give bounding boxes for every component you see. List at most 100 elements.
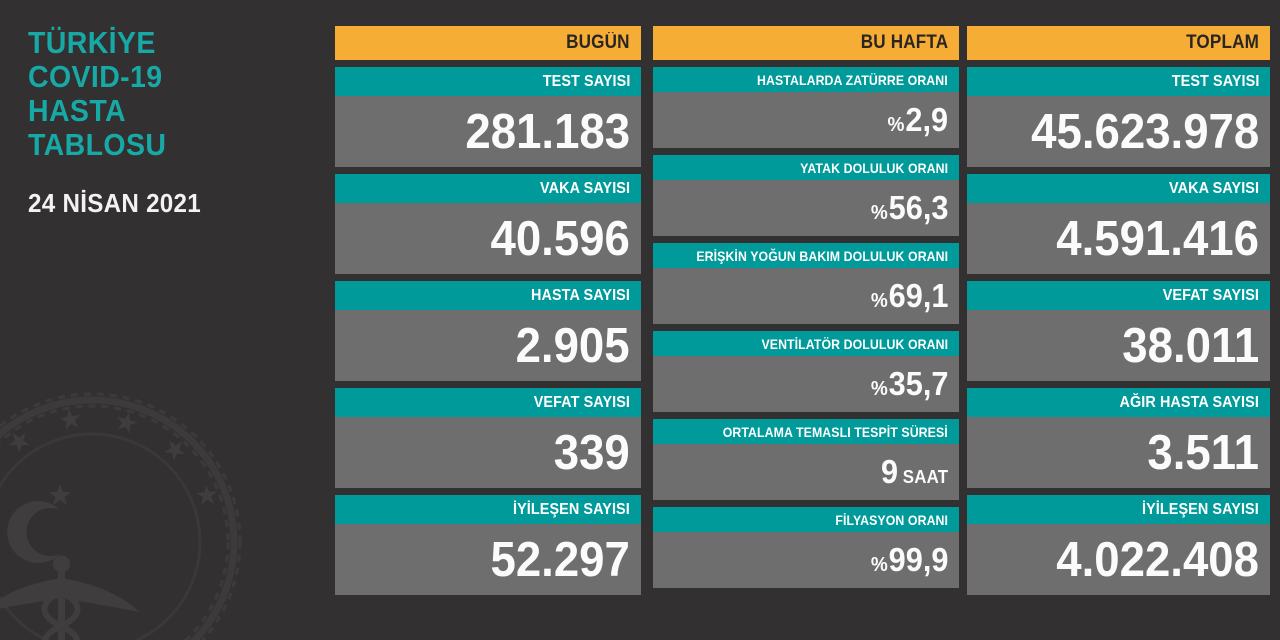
stat-value-area: %35,7 bbox=[653, 356, 959, 412]
stat-card: VENTİLATÖR DOLULUK ORANI %35,7 bbox=[653, 331, 959, 412]
percent-sign: % bbox=[887, 113, 905, 136]
stat-value-area: %56,3 bbox=[653, 180, 959, 236]
stat-value-number: 2,9 bbox=[905, 101, 948, 138]
stat-value-number: 52.297 bbox=[490, 532, 630, 587]
stat-label-band: VAKA SAYISI bbox=[967, 174, 1270, 203]
stat-value-area: 281.183 bbox=[335, 96, 641, 167]
stat-value-area: %2,9 bbox=[653, 92, 959, 148]
stat-value-number: 9 bbox=[880, 453, 898, 490]
stat-label: YATAK DOLULUK ORANI bbox=[800, 159, 948, 176]
stat-label: VEFAT SAYISI bbox=[533, 393, 630, 411]
stat-label: HASTA SAYISI bbox=[531, 286, 630, 304]
turkish-ministry-of-health-emblem bbox=[0, 392, 242, 640]
stat-value-area: %69,1 bbox=[653, 268, 959, 324]
stat-label-band: HASTA SAYISI bbox=[335, 281, 641, 310]
page-title-line: COVID-19 bbox=[28, 59, 163, 95]
column-header-today: BUGÜN bbox=[335, 26, 641, 60]
percent-sign: % bbox=[870, 289, 888, 312]
stat-value: %99,9 bbox=[870, 541, 948, 579]
stat-value: 2.905 bbox=[516, 318, 630, 374]
stat-label: FİLYASYON ORANI bbox=[835, 511, 948, 528]
stat-card: HASTALARDA ZATÜRRE ORANI %2,9 bbox=[653, 67, 959, 148]
percent-sign: % bbox=[870, 377, 888, 400]
stat-label-band: VAKA SAYISI bbox=[335, 174, 641, 203]
percent-sign: % bbox=[870, 553, 888, 576]
stat-value-number: 281.183 bbox=[465, 104, 630, 159]
title-panel: TÜRKİYE COVID-19 HASTA TABLOSU 24 NİSAN … bbox=[28, 25, 318, 219]
stat-label-band: İYİLEŞEN SAYISI bbox=[335, 495, 641, 524]
column-total: TOPLAM TEST SAYISI 45.623.978 VAKA SAYISI 4.… bbox=[967, 26, 1270, 602]
column-header-label: BUGÜN bbox=[566, 32, 630, 53]
stat-card: FİLYASYON ORANI %99,9 bbox=[653, 507, 959, 588]
page-title-line: TÜRKİYE bbox=[28, 25, 156, 60]
stat-value-area: 40.596 bbox=[335, 203, 641, 274]
stat-value-area: 4.591.416 bbox=[967, 203, 1270, 274]
stat-value: 40.596 bbox=[491, 211, 630, 267]
stat-value: %69,1 bbox=[870, 277, 948, 315]
stat-label: VAKA SAYISI bbox=[1168, 179, 1259, 197]
stat-label-band: ERİŞKİN YOĞUN BAKIM DOLULUK ORANI bbox=[653, 243, 959, 268]
stat-card: TEST SAYISI 45.623.978 bbox=[967, 67, 1270, 167]
stat-value-number: 38.011 bbox=[1122, 318, 1259, 373]
page-title-line: HASTA bbox=[28, 93, 126, 129]
stat-card: ERİŞKİN YOĞUN BAKIM DOLULUK ORANI %69,1 bbox=[653, 243, 959, 324]
stat-label: AĞIR HASTA SAYISI bbox=[1119, 393, 1259, 411]
stat-value-area: 52.297 bbox=[335, 524, 641, 595]
stat-label-band: TEST SAYISI bbox=[967, 67, 1270, 96]
stat-label-band: VENTİLATÖR DOLULUK ORANI bbox=[653, 331, 959, 356]
stat-label-band: VEFAT SAYISI bbox=[335, 388, 641, 417]
stat-value: 3.511 bbox=[1147, 425, 1259, 481]
stat-card: VAKA SAYISI 4.591.416 bbox=[967, 174, 1270, 274]
stat-value-number: 3.511 bbox=[1147, 425, 1259, 480]
column-header-total: TOPLAM bbox=[967, 26, 1270, 60]
stat-value-number: 4.591.416 bbox=[1056, 211, 1259, 266]
stat-label-band: AĞIR HASTA SAYISI bbox=[967, 388, 1270, 417]
stat-value: 52.297 bbox=[491, 532, 630, 588]
stat-value-number: 4.022.408 bbox=[1056, 532, 1259, 587]
stat-value-number: 35,7 bbox=[888, 365, 948, 402]
stat-card: VEFAT SAYISI 38.011 bbox=[967, 281, 1270, 381]
stat-label: HASTALARDA ZATÜRRE ORANI bbox=[757, 71, 948, 88]
percent-sign: % bbox=[870, 201, 888, 224]
stat-label: İYİLEŞEN SAYISI bbox=[513, 500, 630, 518]
stat-value-area: %99,9 bbox=[653, 532, 959, 588]
page-title: TÜRKİYE COVID-19 HASTA TABLOSU bbox=[28, 25, 295, 162]
stat-value-area: 2.905 bbox=[335, 310, 641, 381]
stat-value-area: 339 bbox=[335, 417, 641, 488]
stat-value: 339 bbox=[554, 425, 630, 481]
stat-label: TEST SAYISI bbox=[1171, 72, 1259, 90]
stat-value: 281.183 bbox=[465, 104, 630, 160]
stat-label: VENTİLATÖR DOLULUK ORANI bbox=[761, 335, 948, 352]
column-header-week: BU HAFTA bbox=[653, 26, 959, 60]
column-week: BU HAFTA HASTALARDA ZATÜRRE ORANI %2,9 YATA… bbox=[653, 26, 959, 595]
stat-value-area: 9 SAAT bbox=[653, 444, 959, 500]
stat-value: %56,3 bbox=[870, 189, 948, 227]
report-date: 24 NİSAN 2021 bbox=[28, 188, 201, 219]
stat-label: VEFAT SAYISI bbox=[1162, 286, 1259, 304]
column-today: BUGÜN TEST SAYISI 281.183 VAKA SAYISI 40.596… bbox=[335, 26, 641, 602]
stat-label-band: ORTALAMA TEMASLI TESPİT SÜRESİ bbox=[653, 419, 959, 444]
stat-value-area: 45.623.978 bbox=[967, 96, 1270, 167]
stat-value-number: 2.905 bbox=[515, 318, 630, 373]
stat-card: HASTA SAYISI 2.905 bbox=[335, 281, 641, 381]
stat-card: AĞIR HASTA SAYISI 3.511 bbox=[967, 388, 1270, 488]
stat-label: İYİLEŞEN SAYISI bbox=[1142, 500, 1259, 518]
stat-value: 38.011 bbox=[1122, 318, 1259, 374]
stat-value-number: 40.596 bbox=[490, 211, 630, 266]
stat-label-band: VEFAT SAYISI bbox=[967, 281, 1270, 310]
stat-value: 9 SAAT bbox=[881, 453, 948, 491]
stat-card: İYİLEŞEN SAYISI 4.022.408 bbox=[967, 495, 1270, 595]
stat-card: VAKA SAYISI 40.596 bbox=[335, 174, 641, 274]
stat-value-area: 38.011 bbox=[967, 310, 1270, 381]
stat-value: %35,7 bbox=[870, 365, 948, 403]
stat-label: VAKA SAYISI bbox=[539, 179, 630, 197]
stat-value-number: 339 bbox=[553, 425, 630, 480]
stat-value-number: 56,3 bbox=[888, 189, 948, 226]
stat-value-number: 69,1 bbox=[888, 277, 948, 314]
stat-label-band: FİLYASYON ORANI bbox=[653, 507, 959, 532]
stat-card: ORTALAMA TEMASLI TESPİT SÜRESİ 9 SAAT bbox=[653, 419, 959, 500]
stat-card: TEST SAYISI 281.183 bbox=[335, 67, 641, 167]
stat-label-band: YATAK DOLULUK ORANI bbox=[653, 155, 959, 180]
stat-value-number: 45.623.978 bbox=[1030, 104, 1259, 159]
stat-label: ORTALAMA TEMASLI TESPİT SÜRESİ bbox=[722, 423, 948, 440]
